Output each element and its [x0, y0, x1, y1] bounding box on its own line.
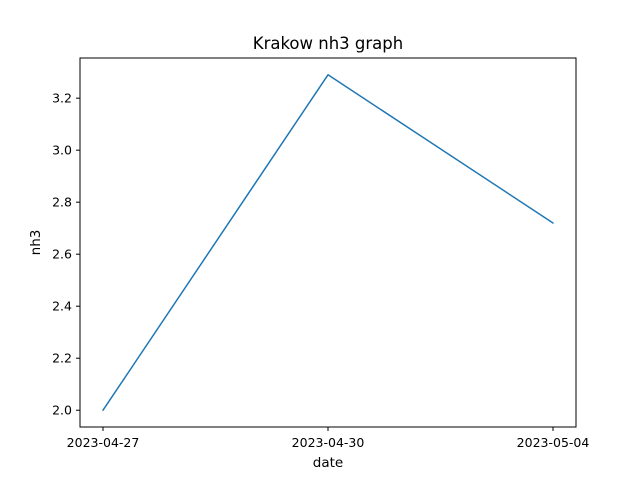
y-tick-label: 2.0 [52, 403, 72, 418]
series-line-0 [102, 74, 554, 411]
y-tick-label: 2.2 [52, 351, 72, 366]
x-axis-ticks: 2023-04-27 2023-04-30 2023-05-04 [67, 427, 590, 450]
x-tick-label: 2023-04-27 [67, 435, 140, 450]
series-layer [102, 74, 554, 411]
y-tick-label: 3.0 [52, 143, 72, 158]
y-axis-label: nh3 [28, 230, 44, 256]
y-axis-ticks: 2.0 2.2 2.4 2.6 2.8 3.0 3.2 [52, 91, 80, 418]
chart-title: Krakow nh3 graph [253, 34, 403, 53]
x-axis-label: date [313, 455, 343, 471]
y-tick-label: 3.2 [52, 91, 72, 106]
y-tick-label: 2.8 [52, 195, 72, 210]
x-tick-label: 2023-04-30 [292, 435, 365, 450]
plot-area-frame [79, 57, 577, 428]
y-tick-label: 2.4 [52, 299, 72, 314]
y-tick-label: 2.6 [52, 247, 72, 262]
x-tick-label: 2023-05-04 [517, 435, 590, 450]
